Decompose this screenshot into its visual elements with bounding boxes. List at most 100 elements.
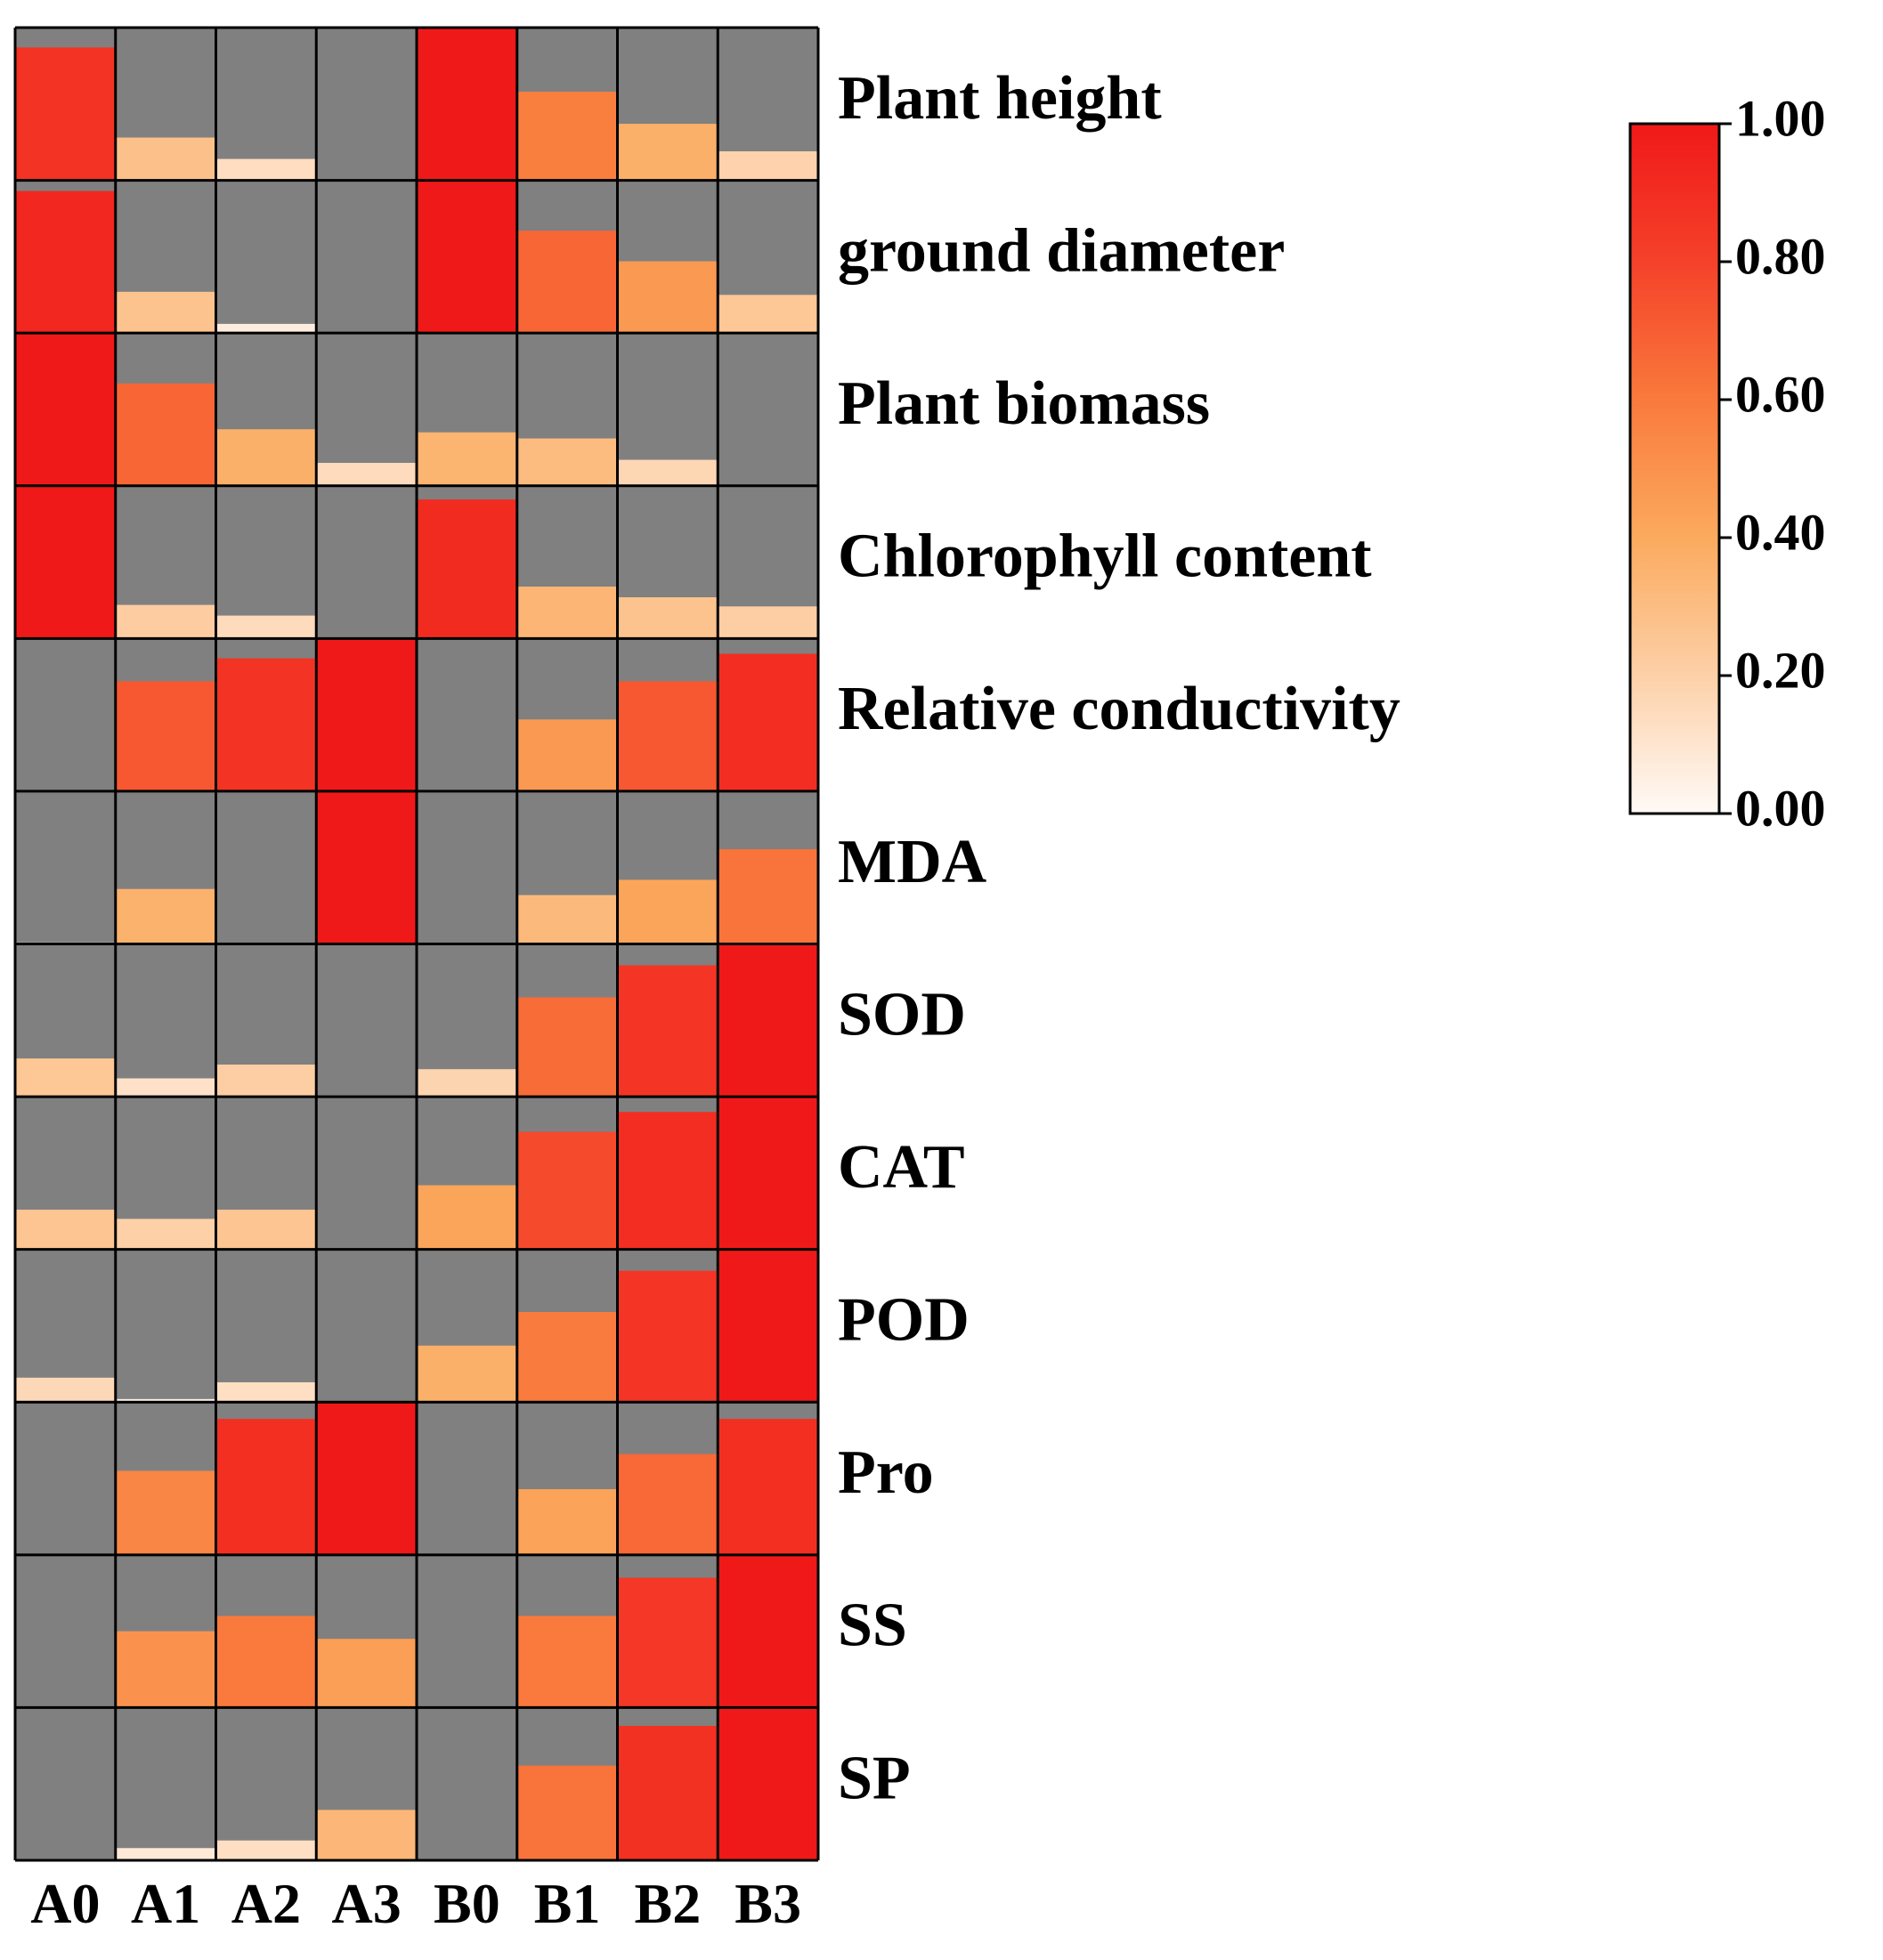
cell-bg-B0-10 bbox=[417, 1554, 517, 1708]
cell-value-A2-0 bbox=[215, 158, 317, 181]
cell-bg-B0-9 bbox=[417, 1402, 517, 1555]
cell-value-B3-9 bbox=[718, 1419, 818, 1555]
column-label: A3 bbox=[332, 1872, 402, 1935]
row-label: Pro bbox=[838, 1438, 934, 1507]
cell-value-A2-4 bbox=[215, 658, 317, 791]
cell-value-B1-5 bbox=[516, 895, 618, 944]
row-labels: Plant height ground diameter Plant biomass… bbox=[838, 64, 1400, 1812]
cell-value-B1-0 bbox=[516, 92, 618, 181]
cell-value-A2-8 bbox=[215, 1381, 317, 1403]
cell-bg-A2-1 bbox=[215, 180, 317, 334]
cell-bg-B0-5 bbox=[417, 790, 517, 944]
cell-bg-B0-11 bbox=[417, 1707, 517, 1860]
row-label: POD bbox=[838, 1286, 970, 1355]
cell-value-A2-6 bbox=[215, 1065, 317, 1097]
cell-value-A2-3 bbox=[215, 615, 317, 639]
row-label: Relative conductivity bbox=[838, 675, 1400, 743]
cell-value-B0-3 bbox=[417, 499, 517, 639]
cell-bg-A1-8 bbox=[115, 1249, 216, 1403]
cell-bg-A2-5 bbox=[215, 790, 317, 944]
cell-value-A3-2 bbox=[316, 463, 417, 486]
column-label: B0 bbox=[434, 1872, 500, 1935]
colorbar-tick-label: 1.00 bbox=[1735, 89, 1826, 147]
cell-bg-A2-11 bbox=[215, 1707, 317, 1860]
cell-value-A3-5 bbox=[316, 790, 417, 944]
cell-bg-A0-9 bbox=[15, 1402, 116, 1555]
cell-value-B2-1 bbox=[617, 261, 718, 334]
cell-value-A1-8 bbox=[115, 1398, 216, 1403]
cell-bg-A3-0 bbox=[316, 28, 417, 181]
cell-value-B1-10 bbox=[516, 1616, 618, 1708]
cell-bg-A0-8 bbox=[15, 1249, 116, 1403]
row-label: ground diameter bbox=[838, 216, 1285, 285]
cell-value-A1-5 bbox=[115, 888, 216, 944]
cell-value-B2-9 bbox=[617, 1454, 718, 1555]
cell-value-B3-11 bbox=[718, 1707, 818, 1860]
cell-value-A0-0 bbox=[15, 47, 116, 181]
cell-value-B0-1 bbox=[417, 180, 517, 334]
cell-value-A0-6 bbox=[15, 1058, 116, 1097]
cell-value-B3-10 bbox=[718, 1554, 818, 1708]
cell-value-B3-3 bbox=[718, 606, 818, 639]
column-label: B3 bbox=[735, 1872, 801, 1935]
cell-value-A2-10 bbox=[215, 1616, 317, 1708]
cell-value-B1-11 bbox=[516, 1765, 618, 1860]
cell-bg-A3-1 bbox=[316, 180, 417, 334]
cell-value-B2-2 bbox=[617, 459, 718, 486]
cell-value-A3-10 bbox=[316, 1639, 417, 1708]
cell-value-A2-11 bbox=[215, 1840, 317, 1860]
colorbar-tick-label: 0.80 bbox=[1735, 227, 1826, 285]
colorbar-tick-label: 0.40 bbox=[1735, 503, 1826, 561]
cell-value-B2-6 bbox=[617, 965, 718, 1097]
row-label: Plant height bbox=[838, 64, 1162, 133]
row-label: SP bbox=[838, 1744, 911, 1812]
cell-value-A1-10 bbox=[115, 1631, 216, 1708]
cell-value-A1-7 bbox=[115, 1219, 216, 1250]
cell-bg-A0-11 bbox=[15, 1707, 116, 1860]
cell-value-A2-9 bbox=[215, 1419, 317, 1555]
cell-value-A1-1 bbox=[115, 291, 216, 334]
cell-bg-A3-6 bbox=[316, 944, 417, 1097]
cell-value-B1-3 bbox=[516, 586, 618, 639]
cell-bg-A0-5 bbox=[15, 790, 116, 944]
cell-value-B3-7 bbox=[718, 1097, 818, 1250]
cell-value-B2-4 bbox=[617, 681, 718, 791]
cell-value-B1-6 bbox=[516, 997, 618, 1097]
cell-value-B0-2 bbox=[417, 432, 517, 486]
cell-value-B0-7 bbox=[417, 1185, 517, 1250]
cell-value-B1-9 bbox=[516, 1489, 618, 1555]
cell-value-A0-3 bbox=[15, 485, 116, 639]
cell-value-B2-11 bbox=[617, 1726, 718, 1860]
cell-value-B2-3 bbox=[617, 597, 718, 639]
cell-value-B3-5 bbox=[718, 849, 818, 944]
column-label: A2 bbox=[231, 1872, 301, 1935]
heatmap-grid bbox=[13, 26, 820, 1862]
row-label: SOD bbox=[838, 980, 966, 1049]
cell-value-A2-1 bbox=[215, 323, 317, 334]
cell-value-B2-10 bbox=[617, 1577, 718, 1708]
colorbar-tick-label: 0.60 bbox=[1735, 365, 1826, 423]
cell-bg-A2-0 bbox=[215, 28, 317, 181]
cell-value-B0-8 bbox=[417, 1345, 517, 1403]
cell-value-A1-2 bbox=[115, 383, 216, 486]
cell-value-A1-11 bbox=[115, 1848, 216, 1860]
cell-value-A2-7 bbox=[215, 1210, 317, 1250]
cell-bg-B3-2 bbox=[718, 333, 818, 486]
colorbar-tick-label: 0.20 bbox=[1735, 641, 1826, 699]
cell-value-A1-4 bbox=[115, 681, 216, 791]
cell-bg-A3-2 bbox=[316, 333, 417, 486]
cell-value-B0-6 bbox=[417, 1069, 517, 1097]
cell-value-B2-0 bbox=[617, 124, 718, 181]
cell-bg-A2-3 bbox=[215, 485, 317, 639]
cell-value-B1-8 bbox=[516, 1312, 618, 1403]
cell-bg-A2-8 bbox=[215, 1249, 317, 1403]
cell-value-A3-11 bbox=[316, 1810, 417, 1860]
row-label: SS bbox=[838, 1591, 907, 1660]
row-label: Plant biomass bbox=[838, 369, 1210, 438]
cell-value-A0-1 bbox=[15, 190, 116, 334]
cell-bg-B0-4 bbox=[417, 638, 517, 791]
column-label: B2 bbox=[635, 1872, 702, 1935]
cell-value-B3-4 bbox=[718, 653, 818, 791]
